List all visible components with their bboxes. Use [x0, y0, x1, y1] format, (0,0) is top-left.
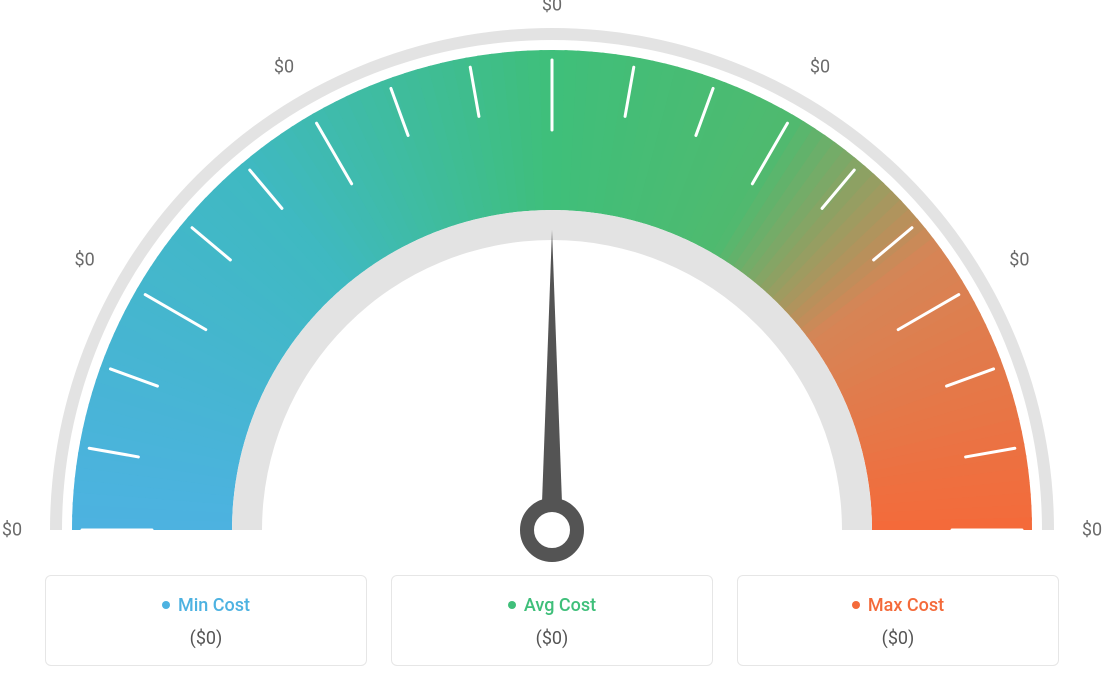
legend-title-min: Min Cost: [162, 595, 250, 616]
legend-label-avg: Avg Cost: [524, 595, 596, 616]
gauge-tick-label: $0: [2, 520, 22, 541]
legend-value-min: ($0): [56, 628, 356, 649]
gauge-svg: [0, 0, 1104, 570]
legend-title-max: Max Cost: [852, 595, 944, 616]
legend-dot-max: [852, 601, 860, 609]
legend-dot-min: [162, 601, 170, 609]
gauge-chart: $0 $0 $0 $0 $0 $0 $0: [0, 0, 1104, 570]
gauge-tick-label: $0: [1009, 249, 1029, 270]
legend-label-max: Max Cost: [868, 595, 944, 616]
gauge-tick-label: $0: [810, 56, 830, 77]
gauge-tick-label: $0: [542, 0, 562, 16]
legend-card-min: Min Cost ($0): [45, 575, 367, 666]
legend-value-max: ($0): [748, 628, 1048, 649]
legend-label-min: Min Cost: [178, 595, 250, 616]
gauge-tick-label: $0: [1082, 520, 1102, 541]
gauge-tick-label: $0: [274, 56, 294, 77]
legend-title-avg: Avg Cost: [508, 595, 596, 616]
legend-value-avg: ($0): [402, 628, 702, 649]
legend-card-max: Max Cost ($0): [737, 575, 1059, 666]
legend-row: Min Cost ($0) Avg Cost ($0) Max Cost ($0…: [0, 575, 1104, 666]
gauge-tick-label: $0: [75, 249, 95, 270]
legend-dot-avg: [508, 601, 516, 609]
legend-card-avg: Avg Cost ($0): [391, 575, 713, 666]
